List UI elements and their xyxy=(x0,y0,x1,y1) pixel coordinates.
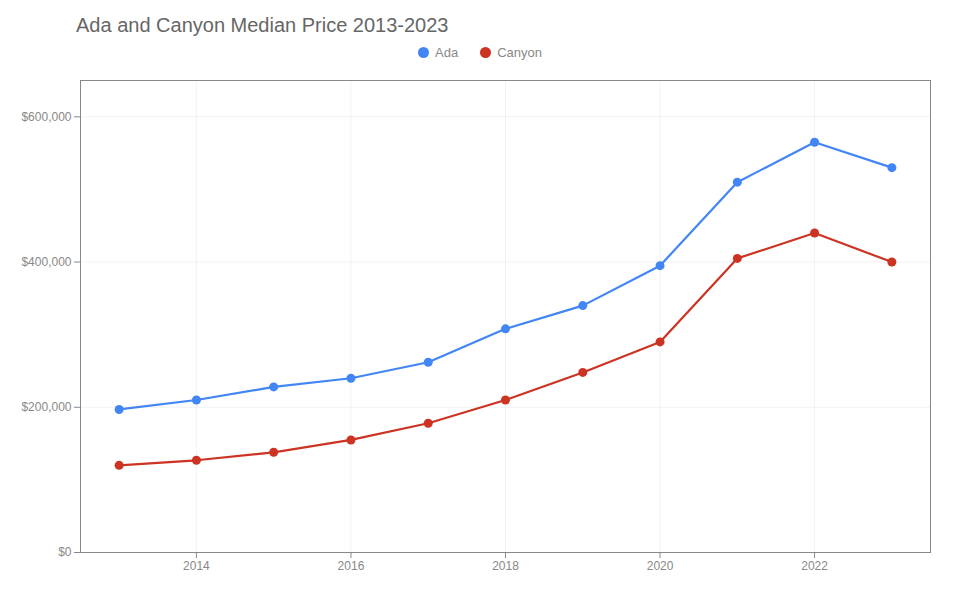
svg-text:$600,000: $600,000 xyxy=(21,110,71,124)
svg-text:2020: 2020 xyxy=(647,559,674,573)
html-text:Canyon: Canyon xyxy=(497,45,542,60)
html-text:Ada: Ada xyxy=(435,45,459,60)
svg-text:$0: $0 xyxy=(58,545,72,559)
svg-text:2016: 2016 xyxy=(338,559,365,573)
svg-text:2022: 2022 xyxy=(801,559,828,573)
svg-text:$200,000: $200,000 xyxy=(21,400,71,414)
html-text:Ada and Canyon Median Price 20: Ada and Canyon Median Price 2013-2023 xyxy=(76,14,449,36)
svg-text:2018: 2018 xyxy=(492,559,519,573)
svg-text:$400,000: $400,000 xyxy=(21,255,71,269)
svg-text:2014: 2014 xyxy=(183,559,210,573)
